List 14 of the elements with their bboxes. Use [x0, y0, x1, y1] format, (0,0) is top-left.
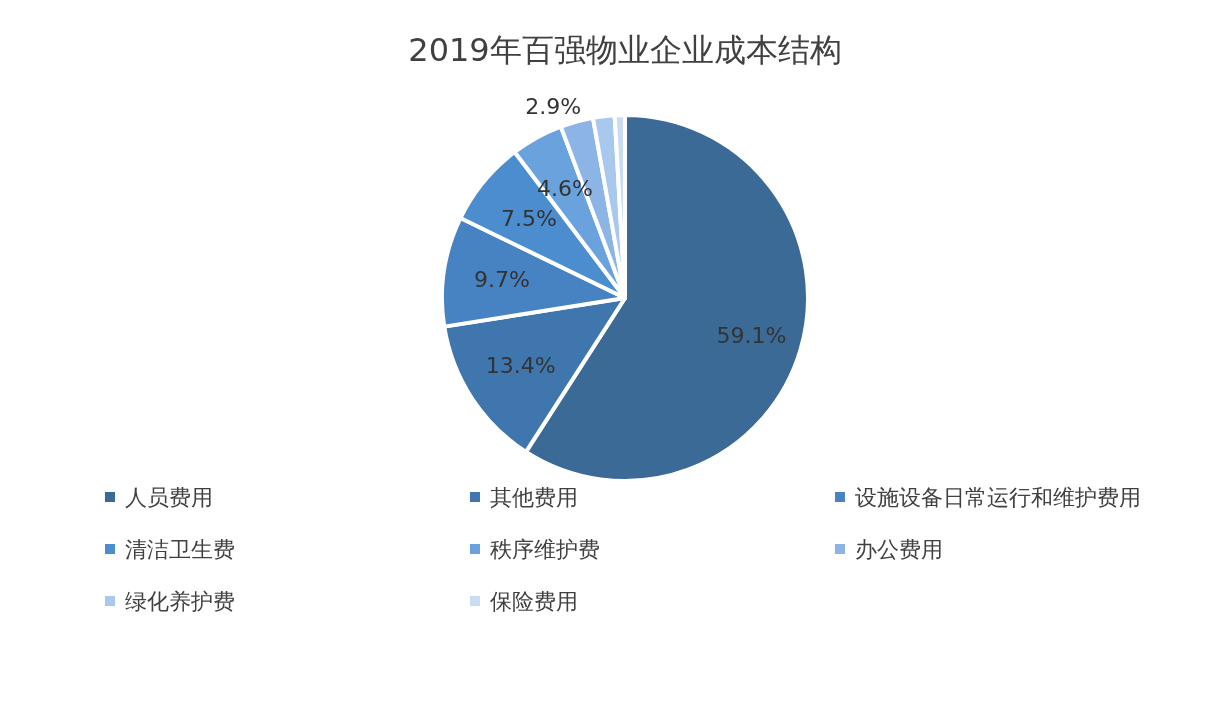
data-label: 7.5% [500, 206, 557, 232]
legend-label: 其他费用 [490, 484, 578, 510]
legend-label: 秩序维护费 [490, 536, 600, 562]
data-label: 9.7% [473, 267, 530, 293]
legend-label: 办公费用 [855, 536, 943, 562]
data-label: 13.4% [485, 353, 556, 379]
legend-label: 设施设备日常运行和维护费用 [855, 484, 1141, 510]
legend-label: 绿化养护费 [125, 588, 235, 614]
data-label: 2.9% [525, 93, 582, 119]
data-label: 59.1% [716, 322, 787, 348]
legend-label: 保险费用 [490, 588, 578, 614]
legend-label: 清洁卫生费 [125, 536, 235, 562]
chart-title: 2019年百强物业企业成本结构 [408, 31, 842, 69]
legend-label: 人员费用 [125, 484, 213, 510]
